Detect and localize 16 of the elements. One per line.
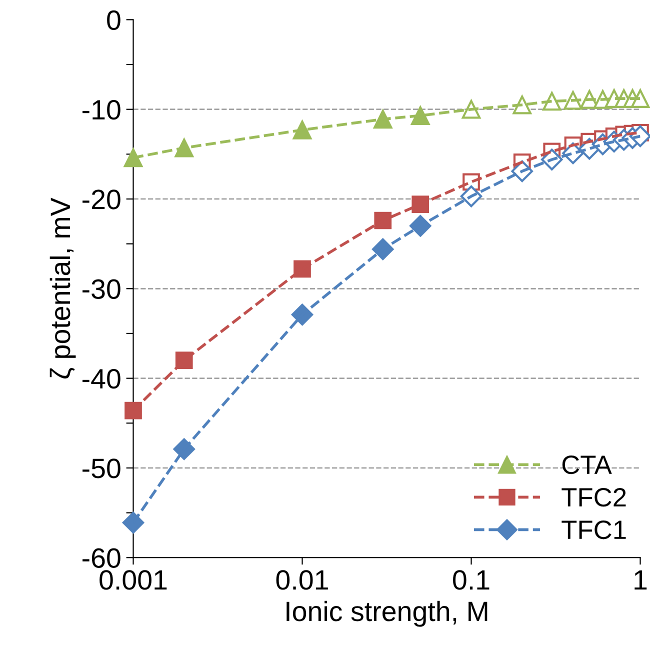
x-tick-label: 0.01 [276,570,328,590]
y-tick-label: -10 [82,100,120,120]
legend-label: CTA [562,455,612,474]
y-tick-label: 0 [107,10,120,30]
y-tick-label: -30 [82,279,120,299]
y-axis-title: ζ potential, mV [50,198,76,379]
x-axis-title: Ionic strength, M [286,600,488,627]
x-tick-label: 1 [634,570,647,590]
legend-label: TFC1 [562,520,626,540]
y-tick-label: -60 [82,548,120,568]
legend-label: TFC2 [562,488,626,507]
y-tick-label: -20 [82,190,120,210]
x-tick-label: 0.1 [453,570,490,590]
y-tick-label: -50 [82,458,120,478]
x-tick-label: 0.001 [100,570,167,590]
y-tick-label: -40 [82,368,120,389]
